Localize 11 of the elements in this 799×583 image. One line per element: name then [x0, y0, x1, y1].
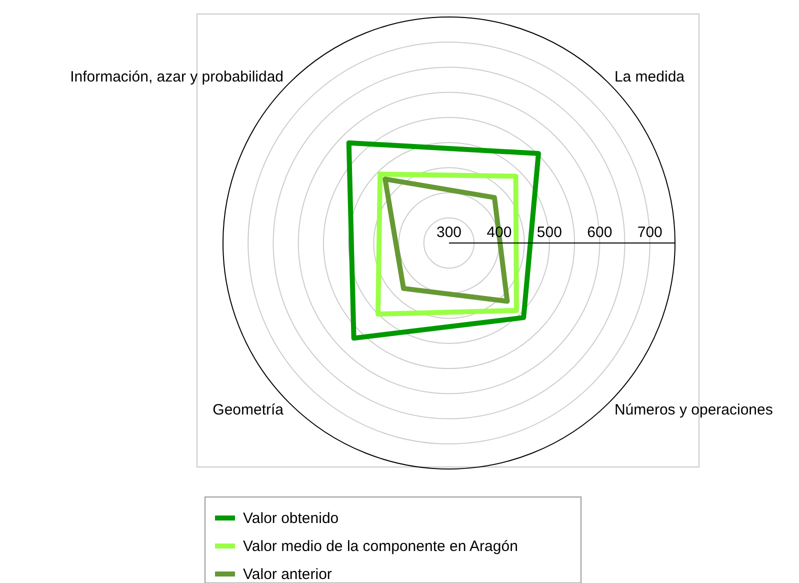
spoke-label: Información, azar y probabilidad	[70, 68, 284, 86]
spoke-label: Geometría	[212, 401, 284, 418]
spoke-label: La medida	[614, 68, 686, 86]
y-tick-label: 300	[436, 224, 462, 241]
y-tick-label: 600	[587, 224, 612, 241]
legend-label: Valor anterior	[243, 566, 332, 583]
legend-label: Valor obtenido	[243, 510, 339, 527]
y-tick-label: 700	[637, 224, 662, 241]
spoke-label: Números y operaciones	[614, 401, 773, 418]
legend-label: Valor medio de la componente en Aragón	[243, 538, 518, 555]
y-tick-label: 500	[536, 224, 562, 241]
